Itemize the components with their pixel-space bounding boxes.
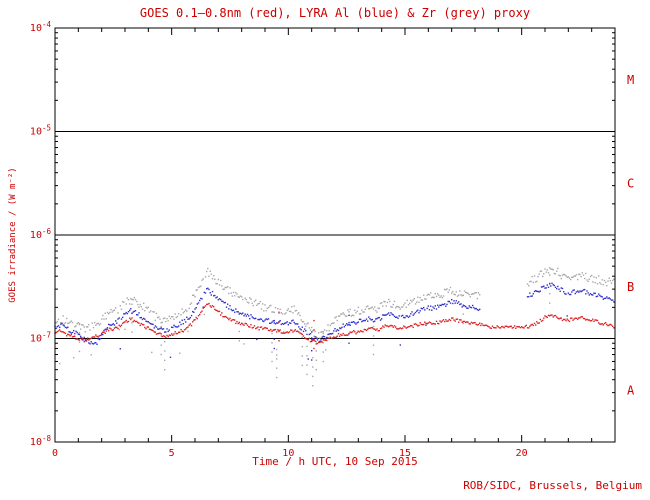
chart-title: GOES 0.1–0.8nm (red), LYRA Al (blue) & Z… (139, 6, 531, 20)
svg-text:B: B (627, 280, 634, 294)
svg-text:10: 10 (282, 448, 294, 459)
series-lyra-zr-dots (54, 267, 615, 387)
x-axis-label: Time / h UTC, 10 Sep 2015 (252, 455, 418, 468)
svg-text:C: C (627, 176, 634, 190)
svg-text:10-8: 10-8 (30, 434, 52, 448)
svg-text:10-7: 10-7 (30, 331, 51, 345)
svg-text:20: 20 (516, 448, 528, 459)
svg-text:10-4: 10-4 (30, 20, 52, 34)
flare-class-letters: M C B A (627, 73, 635, 398)
x-axis-ticks (54, 28, 616, 442)
svg-text:10-6: 10-6 (30, 227, 52, 241)
svg-text:A: A (627, 383, 635, 397)
y-axis-tick-labels: 10-4 10-5 10-6 10-7 10-8 (30, 20, 52, 448)
series-lyra-al-dots (54, 282, 615, 361)
series-goes-dots (54, 302, 615, 350)
svg-text:0: 0 (52, 448, 58, 459)
svg-text:M: M (627, 73, 634, 87)
y-axis-ticks (55, 27, 615, 443)
svg-text:10-5: 10-5 (30, 124, 51, 138)
svg-text:15: 15 (399, 448, 411, 459)
svg-text:5: 5 (169, 448, 175, 459)
x-axis-tick-labels: 0 5 10 15 20 (52, 448, 528, 459)
credit-text: ROB/SIDC, Brussels, Belgium (463, 479, 642, 492)
